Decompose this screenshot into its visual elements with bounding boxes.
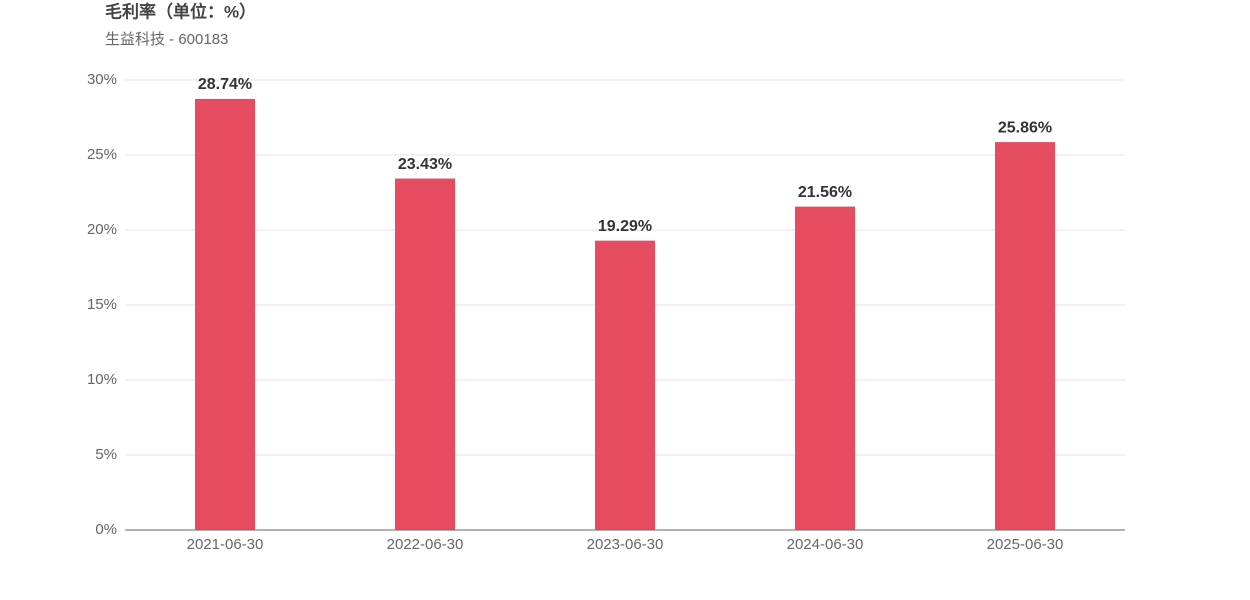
- value-label: 23.43%: [398, 156, 452, 173]
- x-tick-label: 2022-06-30: [387, 536, 464, 553]
- x-tick-label: 2023-06-30: [587, 536, 664, 553]
- bar: [195, 98, 255, 531]
- value-label: 28.74%: [198, 76, 252, 93]
- bar: [795, 206, 855, 530]
- y-tick-label: 15%: [87, 296, 117, 313]
- x-tick-label: 2021-06-30: [187, 536, 264, 553]
- y-tick-label: 30%: [87, 71, 117, 88]
- y-tick-label: 0%: [95, 521, 117, 538]
- y-tick-label: 10%: [87, 371, 117, 388]
- y-tick-label: 5%: [95, 446, 117, 463]
- bar: [595, 240, 655, 530]
- chart-title: 毛利率（单位：%）: [105, 1, 256, 21]
- y-tick-label: 25%: [87, 146, 117, 163]
- bar: [995, 142, 1055, 530]
- bar: [395, 178, 455, 531]
- value-label: 25.86%: [998, 119, 1052, 136]
- y-tick-label: 20%: [87, 221, 117, 238]
- value-label: 19.29%: [598, 218, 652, 235]
- x-tick-label: 2024-06-30: [787, 536, 864, 553]
- x-tick-label: 2025-06-30: [987, 536, 1064, 553]
- chart-subtitle: 生益科技 - 600183: [105, 31, 228, 48]
- value-label: 21.56%: [798, 184, 852, 201]
